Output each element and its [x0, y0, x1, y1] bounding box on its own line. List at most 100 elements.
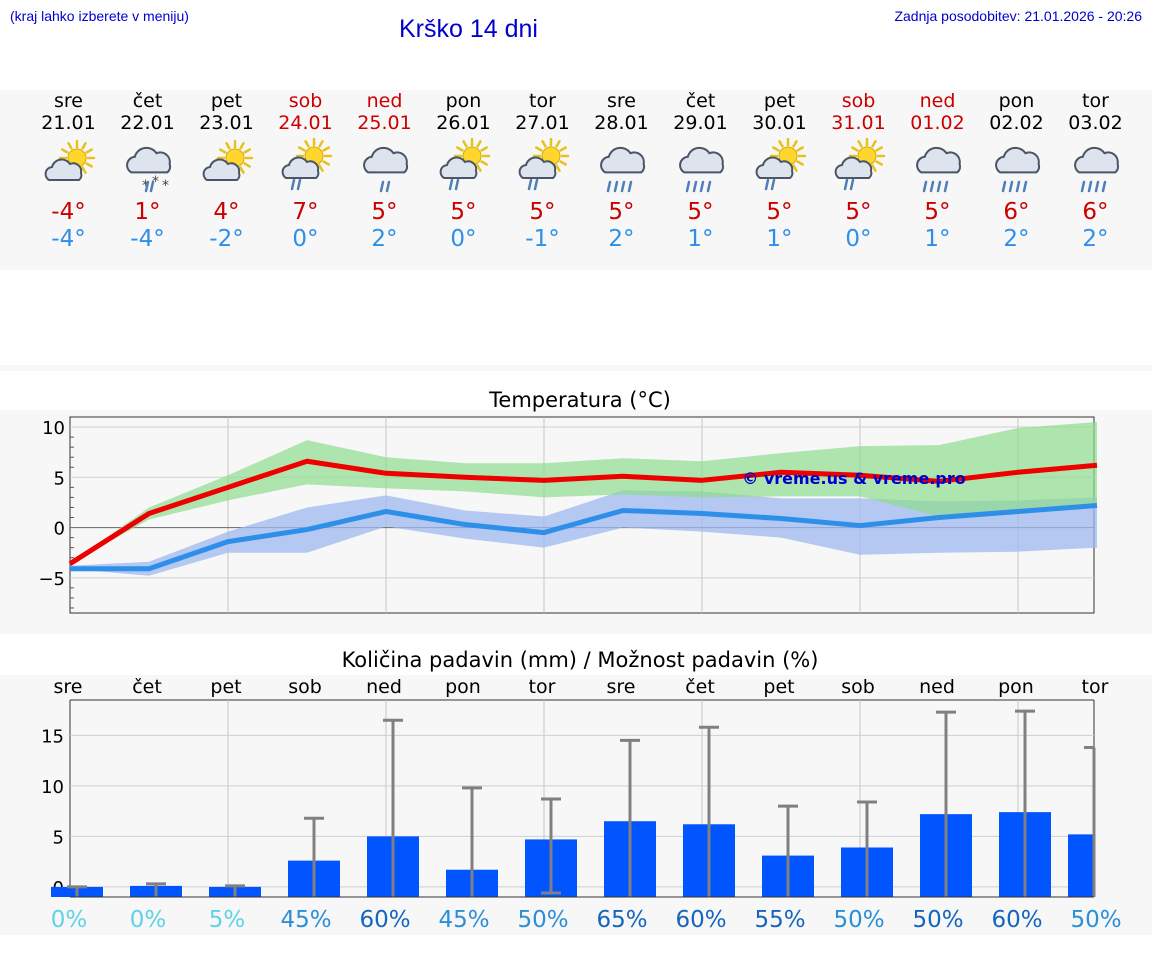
day-date: 02.02	[989, 112, 1044, 134]
precip-tick-label: 5	[53, 827, 64, 848]
precip-day-label: sre	[54, 676, 83, 698]
day-date: 28.01	[594, 112, 649, 134]
precip-bar	[1068, 834, 1094, 897]
min-temp: 1°	[924, 226, 951, 252]
day-name: čet	[685, 90, 716, 112]
max-temp: 1°	[134, 199, 161, 225]
precip-probability: 50%	[833, 907, 884, 933]
day-name: pet	[210, 90, 243, 112]
min-temp: 1°	[687, 226, 714, 252]
day-name: pon	[998, 90, 1035, 112]
daily-forecast-strip: sre 21.01 -4° -4° čet 22.01 * * * 1° -4° pet 23.01 4°…	[0, 90, 1152, 270]
precip-probability: 50%	[912, 907, 963, 933]
min-temp: -4°	[130, 226, 165, 252]
rain-icon	[995, 146, 1041, 193]
partly-cloudy-icon	[44, 139, 96, 181]
day-date: 29.01	[673, 112, 728, 134]
max-temp: 6°	[1003, 199, 1030, 225]
precipitation-chart: sre čet pet sob ned pon tor sre čet pet sob ned pon t…	[41, 676, 1121, 933]
precip-day-label: pon	[445, 676, 481, 698]
day-name: ned	[366, 90, 403, 112]
sun-rain-icon	[281, 138, 333, 191]
precip-day-label: sob	[841, 676, 875, 698]
sun-rain-icon	[518, 138, 570, 191]
section-divider	[0, 365, 1152, 371]
max-temp: 6°	[1082, 199, 1109, 225]
day-date: 21.01	[41, 112, 96, 134]
day-name: sob	[841, 90, 876, 112]
light-rain-icon	[363, 146, 409, 193]
min-temp: 0°	[845, 226, 872, 252]
rain-icon	[679, 146, 725, 193]
min-temp: -1°	[525, 226, 560, 252]
precip-probability: 60%	[675, 907, 726, 933]
day-name: pet	[763, 90, 796, 112]
min-temp-range	[70, 490, 1097, 576]
day-name: tor	[1082, 90, 1109, 112]
precip-day-label: pet	[763, 676, 794, 698]
precip-probability: 5%	[209, 907, 246, 933]
max-temp: 5°	[687, 199, 714, 225]
temp-tick-label: 5	[54, 468, 65, 489]
min-temp: 0°	[450, 226, 477, 252]
precip-probability: 45%	[280, 907, 331, 933]
day-date: 24.01	[278, 112, 333, 134]
max-temp: -4°	[51, 199, 86, 225]
precip-probability: 0%	[51, 907, 88, 933]
day-date: 22.01	[120, 112, 175, 134]
max-temp: 7°	[292, 199, 319, 225]
day-date: 03.02	[1068, 112, 1123, 134]
watermark: © vreme.us & vreme.pro	[742, 469, 965, 488]
min-temp: 2°	[1082, 226, 1109, 252]
precip-day-label: pon	[998, 676, 1034, 698]
rain-icon	[600, 146, 646, 193]
svg-text:*: *	[152, 174, 159, 190]
precip-day-label: sre	[607, 676, 636, 698]
min-temp: -2°	[209, 226, 244, 252]
day-name: ned	[919, 90, 956, 112]
precipitation-chart-title: Količina padavin (mm) / Možnost padavin …	[341, 648, 819, 672]
max-temp-line	[68, 458, 1098, 566]
precip-probability: 45%	[438, 907, 489, 933]
min-temp-line	[70, 502, 1098, 572]
precip-probability: 65%	[596, 907, 647, 933]
sun-rain-icon	[834, 138, 886, 191]
sun-rain-icon	[755, 138, 807, 191]
precip-probability: 50%	[1070, 907, 1121, 933]
svg-text:*: *	[142, 178, 149, 194]
precip-probability: 50%	[517, 907, 568, 933]
precip-tick-label: 15	[41, 726, 64, 747]
max-temp: 5°	[529, 199, 556, 225]
day-name: čet	[132, 90, 163, 112]
min-temp: 1°	[766, 226, 793, 252]
min-temp: 2°	[608, 226, 635, 252]
partly-cloudy-icon	[202, 139, 254, 181]
max-temp: 4°	[213, 199, 240, 225]
temp-tick-label: 10	[42, 418, 65, 439]
max-temp: 5°	[608, 199, 635, 225]
precip-day-label: čet	[685, 676, 715, 698]
day-name: sre	[54, 90, 83, 112]
precip-day-label: ned	[366, 676, 402, 698]
precip-day-label: sob	[288, 676, 322, 698]
day-name: tor	[529, 90, 556, 112]
max-temp: 5°	[371, 199, 398, 225]
page-title: Krško 14 dni	[399, 15, 538, 43]
day-date: 31.01	[831, 112, 886, 134]
precip-probability: 0%	[130, 907, 167, 933]
precip-tick-label: 10	[41, 777, 64, 798]
day-date: 30.01	[752, 112, 807, 134]
precip-probability: 55%	[754, 907, 805, 933]
max-temp: 5°	[924, 199, 951, 225]
rain-icon	[916, 146, 962, 193]
day-date: 01.02	[910, 112, 965, 134]
sun-rain-icon	[439, 138, 491, 191]
min-temp: 2°	[1003, 226, 1030, 252]
precip-day-label: tor	[529, 676, 556, 698]
max-temp: 5°	[845, 199, 872, 225]
rain-icon	[1074, 146, 1120, 193]
location-hint[interactable]: (kraj lahko izberete v meniju)	[10, 8, 189, 24]
svg-text:*: *	[162, 178, 169, 194]
day-name: pon	[445, 90, 482, 112]
min-temp: 0°	[292, 226, 319, 252]
